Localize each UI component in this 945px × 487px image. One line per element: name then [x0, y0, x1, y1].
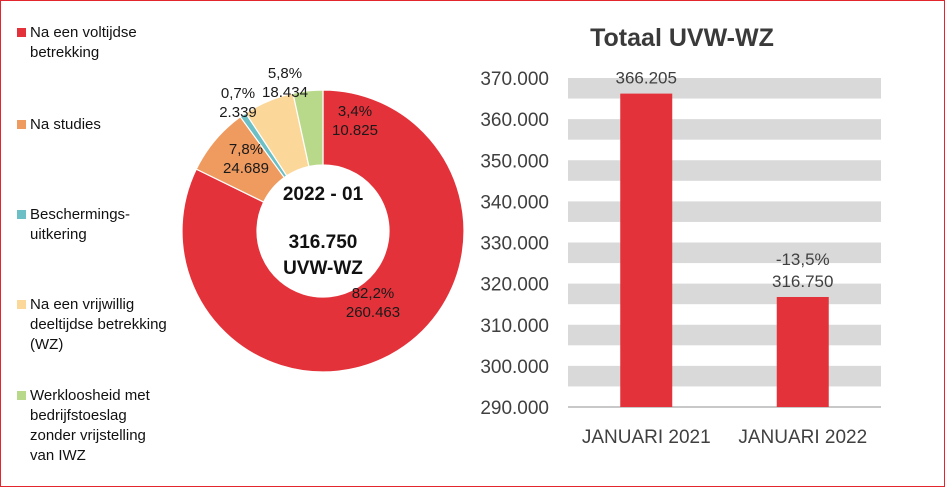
y-tick-label: 370.000 [480, 69, 549, 90]
x-tick-label: JANUARI 2022 [738, 427, 867, 448]
legend-swatch [17, 210, 26, 219]
grid-band [568, 201, 881, 222]
slice-percent-label: 7,8% [229, 141, 263, 158]
donut-slice [181, 89, 465, 373]
y-tick-label: 310.000 [480, 316, 549, 337]
y-tick-label: 330.000 [480, 234, 549, 255]
donut-center-unit: UVW-WZ [283, 258, 363, 279]
donut-slice [292, 89, 324, 168]
legend-item: Beschermings- uitkering [17, 205, 130, 245]
legend-item: Werkloosheid met bedrijfstoeslag zonder … [17, 386, 150, 466]
legend-swatch [17, 28, 26, 37]
legend-label: Werkloosheid met bedrijfstoeslag zonder … [30, 387, 150, 464]
bar-value-label: 316.750 [772, 272, 833, 291]
slice-value-label: 10.825 [332, 122, 378, 139]
grid-band [568, 78, 881, 99]
legend-item: Na een vrijwillig deeltijdse betrekking … [17, 295, 167, 355]
bar-value-label: 366.205 [616, 69, 677, 88]
slice-percent-label: 0,7% [221, 85, 255, 102]
legend-swatch [17, 120, 26, 129]
bar [776, 296, 829, 407]
grid-band [568, 119, 881, 140]
y-tick-label: 320.000 [480, 275, 549, 296]
y-tick-label: 290.000 [480, 398, 549, 419]
bar-chart-title: Totaal UVW-WZ [590, 24, 774, 52]
x-tick-label: JANUARI 2021 [582, 427, 711, 448]
y-tick-label: 360.000 [480, 110, 549, 131]
slice-value-label: 24.689 [223, 160, 269, 177]
grid-band [568, 160, 881, 181]
slice-percent-label: 82,2% [352, 285, 395, 302]
grid-band [568, 242, 881, 264]
slice-value-label: 18.434 [262, 84, 308, 101]
donut-center-total: 316.750 [289, 232, 358, 253]
slice-percent-label: 3,4% [338, 103, 372, 120]
legend-swatch [17, 391, 26, 400]
slice-percent-label: 5,8% [268, 65, 302, 82]
y-tick-label: 340.000 [480, 192, 549, 213]
legend-label: Na studies [30, 116, 101, 133]
legend-label: Na een voltijdse betrekking [30, 24, 137, 61]
slice-value-label: 2.339 [219, 104, 257, 121]
legend-label: Na een vrijwillig deeltijdse betrekking … [30, 296, 167, 353]
legend-label: Beschermings- uitkering [30, 206, 131, 243]
legend-item: Na studies [17, 115, 101, 135]
y-tick-label: 350.000 [480, 151, 549, 172]
y-tick-label: 300.000 [480, 357, 549, 378]
legend-swatch [17, 300, 26, 309]
grid-band [568, 283, 881, 305]
bar-change-label: -13,5% [776, 250, 830, 269]
slice-value-label: 260.463 [346, 304, 400, 321]
bar [620, 93, 673, 408]
legend-item: Na een voltijdse betrekking [17, 23, 137, 63]
grid-band [568, 365, 881, 387]
grid-band [568, 324, 881, 346]
donut-center-period: 2022 - 01 [283, 184, 364, 205]
